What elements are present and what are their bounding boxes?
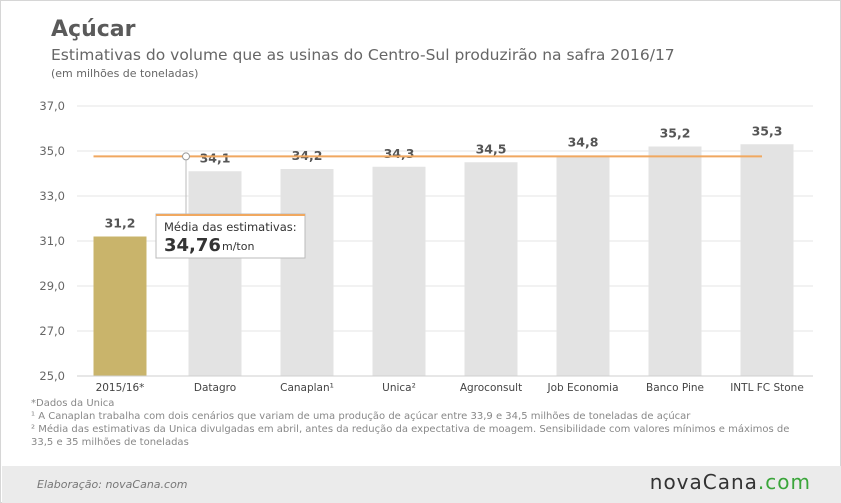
data-label: 34,1 [200,150,231,165]
footnote-source: *Dados da Unica [31,398,115,409]
x-tick-label: INTL FC Stone [730,382,804,394]
data-label: 34,8 [568,135,599,150]
x-tick-label: Agroconsult [460,382,522,394]
x-tick-label: Banco Pine [646,382,704,394]
y-tick-label: 31,0 [39,234,65,248]
bar-chart: 25,0 27,0 29,0 31,0 33,0 35,0 37,0 31,2 2015/16*… [39,99,813,394]
data-label: 34,3 [384,146,415,161]
footnotes: *Dados da Unica ¹ A Canaplan trabalha co… [31,397,811,449]
y-tick-label: 29,0 [39,279,65,293]
data-label: 35,2 [660,126,691,141]
y-tick-label: 25,0 [39,369,65,383]
data-label: 35,3 [752,123,783,138]
footer-bar: Elaboração: novaCana.com novaCana.com [2,466,841,503]
footnote-canaplan: ¹ A Canaplan trabalha com dois cenários … [31,411,691,422]
logo-suffix: .com [757,470,811,494]
x-tick-label: 2015/16* [96,382,145,394]
chart-subtitle: Estimativas do volume que as usinas do C… [51,46,675,64]
bar [372,166,426,376]
y-tick-label: 33,0 [39,189,65,203]
bar [740,144,794,376]
unit-note: (em milhões de toneladas) [51,67,199,80]
bar [93,236,147,376]
footnote-unica: ² Média das estimativas da Unica divulga… [31,424,790,448]
y-tick-label: 37,0 [39,99,65,113]
bar [556,155,610,376]
x-tick-label: Canaplan¹ [280,382,334,394]
average-callout-unit: m/ton [222,240,254,253]
bar [188,171,242,376]
average-marker [182,152,190,161]
credit-text: Elaboração: novaCana.com [37,478,188,491]
bar [648,146,702,376]
bar [464,162,518,376]
average-callout-value: 34,76 [164,235,221,256]
data-label: 31,2 [105,216,136,231]
y-tick-label: 27,0 [39,324,65,338]
y-tick-label: 35,0 [39,144,65,158]
bar [280,169,334,376]
x-tick-label: Datagro [194,382,236,394]
x-tick-label: Unica² [382,382,416,394]
page-title: Açúcar [51,17,136,42]
average-callout-label: Média das estimativas: [164,220,297,234]
logo-main: novaCana [649,470,758,494]
x-tick-label: Job Economia [546,382,618,394]
novacana-logo: novaCana.com [650,470,811,494]
data-label: 34,5 [476,141,507,156]
